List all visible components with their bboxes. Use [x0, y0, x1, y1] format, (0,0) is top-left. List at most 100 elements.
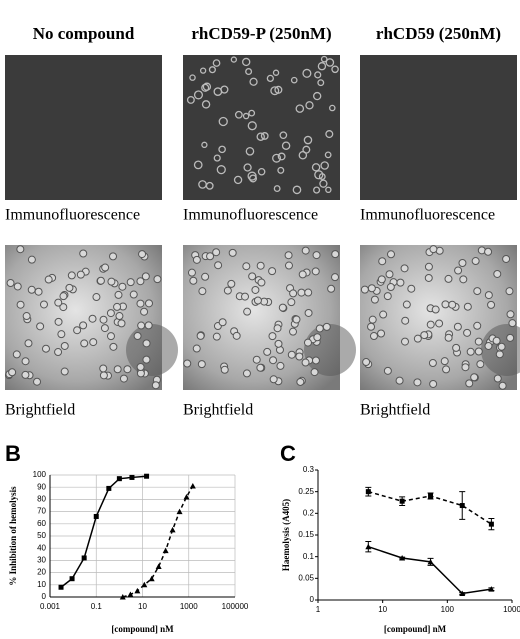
series-line: [368, 545, 492, 595]
cell: [216, 165, 226, 175]
cell: [327, 284, 336, 293]
cell: [220, 85, 229, 94]
cell: [100, 324, 109, 333]
cell: [260, 132, 269, 140]
cell: [220, 365, 229, 374]
cell: [253, 296, 262, 305]
marker: [119, 594, 126, 600]
cell: [27, 285, 36, 294]
cell: [65, 283, 74, 292]
marker: [81, 555, 87, 561]
cell: [243, 163, 252, 172]
cell: [263, 347, 272, 356]
marker: [144, 473, 150, 479]
cell: [470, 373, 479, 382]
x-tick-label: 0.001: [40, 602, 61, 611]
cell: [493, 269, 502, 278]
cell: [331, 250, 340, 259]
cell: [242, 369, 251, 378]
cell: [13, 282, 22, 291]
cell: [192, 344, 201, 353]
cell: [317, 62, 327, 71]
cell: [273, 185, 281, 193]
cell: [16, 300, 25, 309]
cell: [431, 305, 440, 314]
cell: [272, 153, 282, 163]
cell: [325, 58, 335, 67]
cell: [117, 319, 126, 328]
cell: [39, 300, 48, 309]
cell: [413, 334, 422, 343]
cell: [6, 279, 15, 288]
cell: [109, 342, 118, 351]
cell: [277, 166, 285, 174]
cell: [76, 270, 85, 279]
cell: [142, 355, 151, 364]
cell: [377, 275, 386, 284]
cell: [313, 333, 322, 342]
cell: [212, 332, 221, 341]
cell: [196, 331, 205, 340]
cell: [242, 112, 250, 120]
cell: [311, 356, 320, 365]
cell: [310, 368, 319, 377]
cell: [245, 68, 253, 76]
cell: [136, 277, 145, 286]
cell: [484, 341, 493, 350]
cell: [292, 315, 301, 324]
cell: [284, 261, 293, 270]
cell: [213, 154, 221, 162]
cell: [441, 300, 450, 309]
cell: [133, 332, 142, 341]
cell: [60, 367, 69, 376]
cell: [362, 358, 371, 367]
marker: [399, 498, 405, 504]
y-axis-label: Haemolysis (A405): [281, 499, 291, 571]
cell: [302, 68, 312, 78]
cell: [89, 338, 98, 347]
image-caption: Brightfield: [5, 402, 75, 419]
cell: [243, 307, 252, 316]
cell: [189, 276, 198, 285]
cell: [201, 272, 210, 281]
cell: [54, 348, 63, 357]
cell: [458, 258, 467, 267]
fluorescence-image: [5, 55, 162, 200]
cell: [193, 160, 203, 170]
y-tick-label: 0: [42, 592, 47, 601]
cell: [331, 273, 340, 282]
cell: [99, 315, 108, 324]
marker: [148, 575, 155, 582]
cell: [142, 339, 151, 348]
cell: [256, 363, 265, 372]
x-axis-label: [compound] nM: [111, 624, 174, 634]
y-tick-label: 0.05: [298, 573, 314, 582]
cell: [367, 284, 376, 293]
marker: [183, 493, 190, 500]
marker: [58, 584, 64, 590]
cell: [322, 322, 331, 331]
cell: [295, 104, 305, 113]
marker: [176, 508, 183, 515]
cell: [368, 315, 377, 324]
cell: [277, 152, 286, 161]
column-title: rhCD59-P (250nM): [191, 24, 331, 43]
cell: [379, 310, 388, 319]
cell: [274, 339, 283, 348]
cell: [218, 318, 227, 327]
cell: [301, 246, 310, 255]
cell: [314, 170, 324, 180]
cell: [303, 338, 312, 347]
y-tick-label: 0.1: [303, 552, 315, 561]
y-tick-label: 50: [37, 531, 46, 540]
cell: [459, 275, 468, 284]
cell: [36, 322, 45, 331]
cell: [274, 85, 283, 94]
cell: [452, 343, 461, 352]
cell: [59, 292, 68, 301]
cell: [248, 272, 257, 281]
cell: [298, 150, 308, 160]
cell: [33, 377, 42, 386]
cell: [256, 132, 265, 141]
